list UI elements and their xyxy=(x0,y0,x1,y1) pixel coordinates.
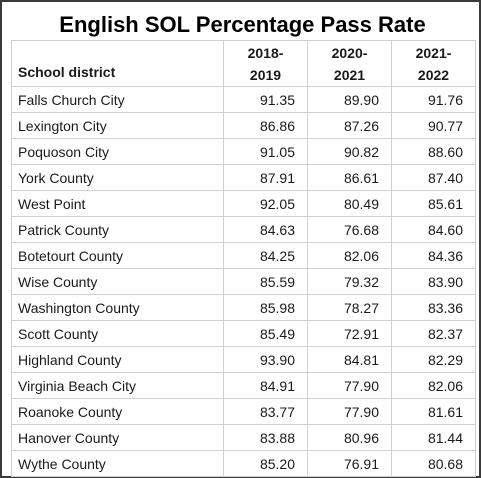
district-name-cell: Botetourt County xyxy=(11,242,224,269)
pass-rate-cell: 85.61 xyxy=(391,190,476,217)
pass-rate-cell: 85.59 xyxy=(223,268,308,295)
pass-rate-cell: 90.77 xyxy=(391,112,476,139)
table-row: Virginia Beach City 84.91 77.90 82.06 xyxy=(11,372,476,399)
pass-rate-cell: 85.98 xyxy=(223,294,308,321)
table-row: Wise County 85.59 79.32 83.90 xyxy=(11,268,476,295)
district-name-cell: Patrick County xyxy=(11,216,224,243)
pass-rate-cell: 91.35 xyxy=(223,86,308,113)
pass-rate-cell: 83.36 xyxy=(391,294,476,321)
pass-rate-cell: 82.29 xyxy=(391,346,476,373)
pass-rate-cell: 84.36 xyxy=(391,242,476,269)
pass-rate-cell: 86.61 xyxy=(307,164,392,191)
pass-rate-cell: 77.90 xyxy=(307,398,392,425)
district-name-cell: York County xyxy=(11,164,224,191)
header-2021-2022: 2021- 2022 xyxy=(391,40,476,87)
district-name-cell: Virginia Beach City xyxy=(11,372,224,399)
pass-rate-cell: 82.06 xyxy=(391,372,476,399)
pass-rate-cell: 87.26 xyxy=(307,112,392,139)
pass-rate-cell: 76.91 xyxy=(307,450,392,477)
district-name-cell: Wythe County xyxy=(11,450,224,477)
header-2020-2021-line1: 2020- xyxy=(331,44,368,61)
table-row: Washington County 85.98 78.27 83.36 xyxy=(11,294,476,321)
pass-rate-cell: 77.90 xyxy=(307,372,392,399)
district-name-cell: Washington County xyxy=(11,294,224,321)
pass-rate-cell: 87.40 xyxy=(391,164,476,191)
table-row: Hanover County 83.88 80.96 81.44 xyxy=(11,424,476,451)
pass-rate-cell: 78.27 xyxy=(307,294,392,321)
pass-rate-cell: 84.81 xyxy=(307,346,392,373)
pass-rate-cell: 89.90 xyxy=(307,86,392,113)
pass-rate-cell: 92.05 xyxy=(223,190,308,217)
pass-rate-cell: 85.49 xyxy=(223,320,308,347)
table-row: Roanoke County 83.77 77.90 81.61 xyxy=(11,398,476,425)
table-row: Highland County 93.90 84.81 82.29 xyxy=(11,346,476,373)
pass-rate-cell: 86.86 xyxy=(223,112,308,139)
table-row: Lexington City 86.86 87.26 90.77 xyxy=(11,112,476,139)
header-2021-2022-line2: 2022 xyxy=(417,66,450,83)
table-body: Falls Church City 91.35 89.90 91.76 Lexingto… xyxy=(11,86,476,477)
header-2018-2019: 2018- 2019 xyxy=(223,40,308,87)
pass-rate-cell: 83.77 xyxy=(223,398,308,425)
pass-rate-cell: 81.61 xyxy=(391,398,476,425)
header-row: School district 2018- 2019 2020- 2021 20… xyxy=(11,40,476,87)
district-name-cell: Poquoson City xyxy=(11,138,224,165)
district-name-cell: Wise County xyxy=(11,268,224,295)
pass-rate-cell: 83.88 xyxy=(223,424,308,451)
pass-rate-cell: 80.49 xyxy=(307,190,392,217)
pass-rate-cell: 80.96 xyxy=(307,424,392,451)
header-2020-2021-line2: 2021 xyxy=(333,66,366,83)
header-2021-2022-line1: 2021- xyxy=(415,44,452,61)
pass-rate-cell: 81.44 xyxy=(391,424,476,451)
table-row: Patrick County 84.63 76.68 84.60 xyxy=(11,216,476,243)
pass-rate-cell: 84.25 xyxy=(223,242,308,269)
table-title: English SOL Percentage Pass Rate xyxy=(59,12,426,37)
pass-rate-cell: 91.76 xyxy=(391,86,476,113)
header-school-district: School district xyxy=(11,40,224,87)
table-row: York County 87.91 86.61 87.40 xyxy=(11,164,476,191)
pass-rate-cell: 93.90 xyxy=(223,346,308,373)
pass-rate-cell: 72.91 xyxy=(307,320,392,347)
pass-rate-cell: 91.05 xyxy=(223,138,308,165)
pass-rate-table: School district 2018- 2019 2020- 2021 20… xyxy=(11,40,476,477)
pass-rate-cell: 85.20 xyxy=(223,450,308,477)
pass-rate-cell: 76.68 xyxy=(307,216,392,243)
pass-rate-cell: 84.91 xyxy=(223,372,308,399)
pass-rate-cell: 83.90 xyxy=(391,268,476,295)
pass-rate-cell: 88.60 xyxy=(391,138,476,165)
pass-rate-cell: 82.37 xyxy=(391,320,476,347)
table-row: Falls Church City 91.35 89.90 91.76 xyxy=(11,86,476,113)
pass-rate-cell: 87.91 xyxy=(223,164,308,191)
table-row: Botetourt County 84.25 82.06 84.36 xyxy=(11,242,476,269)
header-2018-2019-line1: 2018- xyxy=(247,44,284,61)
pass-rate-cell: 84.63 xyxy=(223,216,308,243)
table-row: Poquoson City 91.05 90.82 88.60 xyxy=(11,138,476,165)
pass-rate-cell: 90.82 xyxy=(307,138,392,165)
pass-rate-cell: 82.06 xyxy=(307,242,392,269)
district-name-cell: West Point xyxy=(11,190,224,217)
district-name-cell: Falls Church City xyxy=(11,86,224,113)
pass-rate-cell: 84.60 xyxy=(391,216,476,243)
pass-rate-cell: 79.32 xyxy=(307,268,392,295)
header-2020-2021: 2020- 2021 xyxy=(307,40,392,87)
district-name-cell: Highland County xyxy=(11,346,224,373)
district-name-cell: Lexington City xyxy=(11,112,224,139)
header-2018-2019-line2: 2019 xyxy=(249,66,282,83)
district-name-cell: Roanoke County xyxy=(11,398,224,425)
table-row: Wythe County 85.20 76.91 80.68 xyxy=(11,450,476,477)
pass-rate-cell: 80.68 xyxy=(391,450,476,477)
table-row: Scott County 85.49 72.91 82.37 xyxy=(11,320,476,347)
district-name-cell: Scott County xyxy=(11,320,224,347)
table-row: West Point 92.05 80.49 85.61 xyxy=(11,190,476,217)
district-name-cell: Hanover County xyxy=(11,424,224,451)
